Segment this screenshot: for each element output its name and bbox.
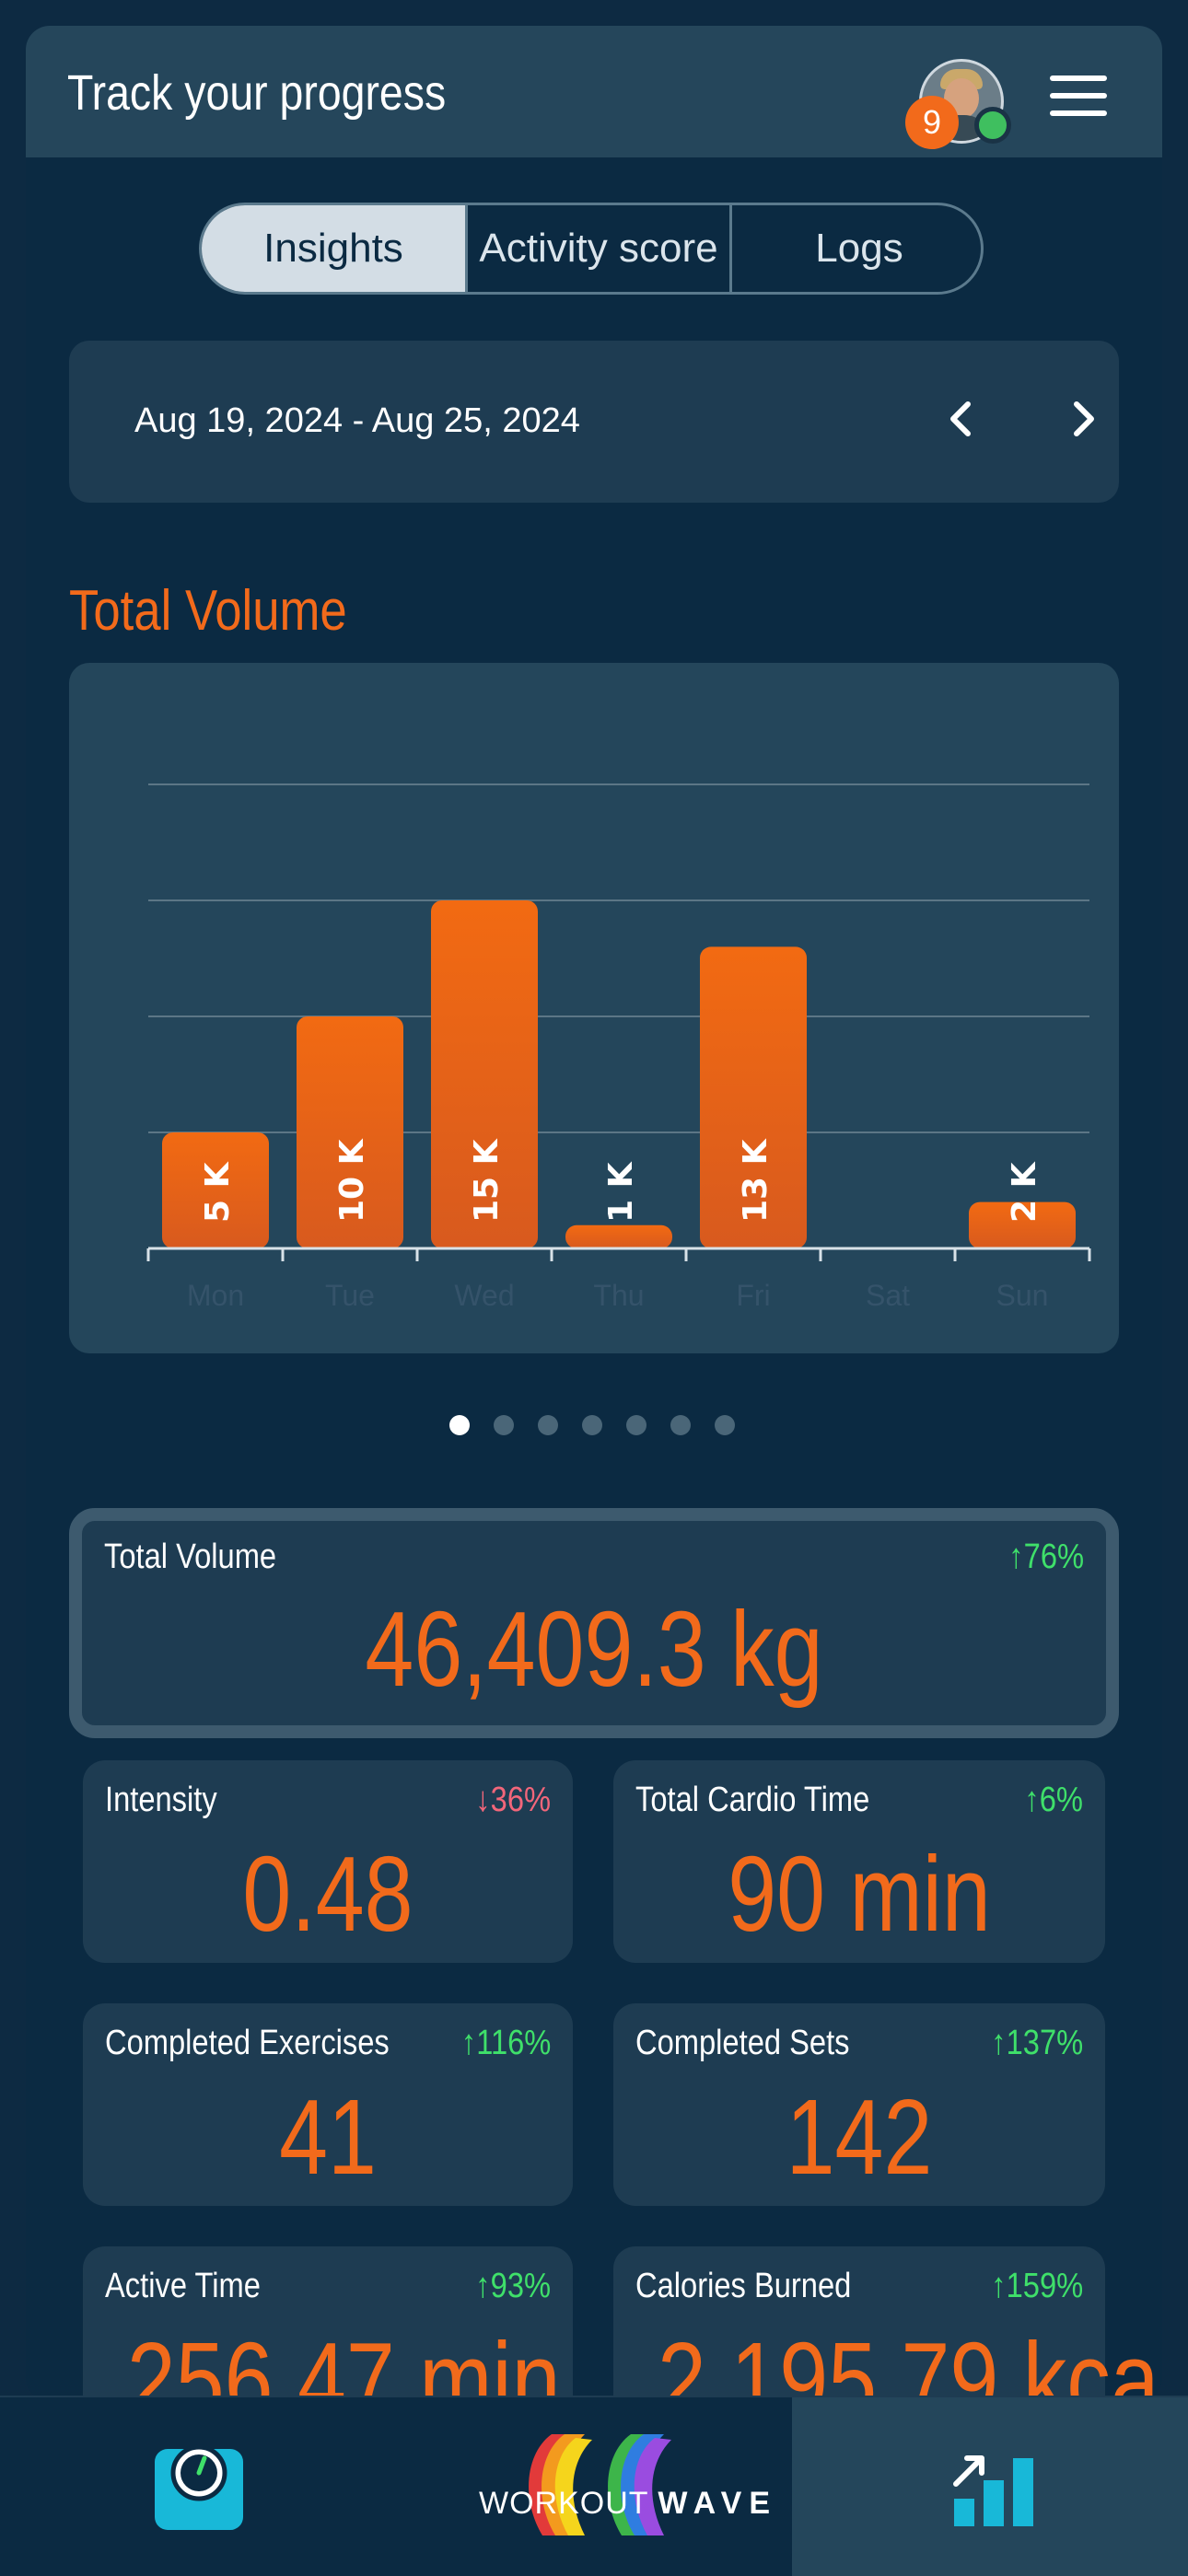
chart-data-label: 2 K: [1006, 1161, 1043, 1223]
stat-label: Intensity: [105, 1781, 217, 1819]
pagination-dot[interactable]: [626, 1415, 646, 1435]
scale-icon: [155, 2444, 243, 2530]
stat-label: Completed Sets: [635, 2024, 850, 2062]
chart-data-label: 15 K: [468, 1138, 506, 1223]
stat-label: Active Time: [105, 2267, 261, 2305]
stat-change: ↑116%: [460, 2024, 551, 2062]
stat-card-calories-burned: Calories Burned ↑159% 2,195.79 kcal: [613, 2246, 1162, 2401]
section-title-total-volume: Total Volume: [69, 579, 347, 643]
stat-card-total-cardio-time: Total Cardio Time ↑6% 90 min: [613, 1760, 1105, 1963]
total-volume-chart: 5 K 10 K 15 K 1 K 13 K 2 K Mon Tue Wed Thu Fri Sat…: [69, 663, 1119, 1353]
chart-data-label: 5 K: [199, 1161, 237, 1223]
progress-chart-icon: [953, 2455, 1033, 2526]
stat-value: 41: [279, 2077, 377, 2197]
chart-category-label: Tue: [325, 1279, 375, 1312]
brand-wordmark: WORKOUT WAVE: [479, 2486, 777, 2521]
pagination-dot[interactable]: [670, 1415, 691, 1435]
chart-pagination: [449, 1411, 790, 1439]
chart-data-label: 10 K: [333, 1138, 371, 1223]
stat-value: 256.47 min: [126, 2320, 561, 2401]
chart-bar-mon: [162, 1132, 269, 1248]
chart-category-label: Sun: [996, 1279, 1049, 1312]
stat-card-completed-sets: Completed Sets ↑137% 142: [613, 2003, 1105, 2206]
stat-label: Total Volume: [104, 1537, 277, 1576]
previous-week-button[interactable]: [935, 391, 990, 447]
nav-item-progress[interactable]: [792, 2397, 1188, 2576]
pagination-dot[interactable]: [582, 1415, 602, 1435]
pagination-dot[interactable]: [715, 1415, 735, 1435]
pagination-dot[interactable]: [538, 1415, 558, 1435]
stat-change: ↓36%: [475, 1781, 551, 1819]
chart-category-label: Mon: [187, 1279, 244, 1312]
app-frame: Track your progress 9 Insights Activity …: [26, 26, 1162, 2401]
stat-card-intensity: Intensity ↓36% 0.48: [83, 1760, 573, 1963]
stat-change: ↑137%: [991, 2024, 1083, 2062]
stat-card-active-time: Active Time ↑93% 256.47 min: [83, 2246, 573, 2401]
chart-category-label: Thu: [593, 1279, 644, 1312]
chart-data-label: 13 K: [737, 1138, 775, 1223]
chart-category-label: Sat: [866, 1279, 910, 1312]
stat-value: 142: [786, 2077, 933, 2197]
stat-change: ↑159%: [991, 2267, 1083, 2305]
app-header: Track your progress 9: [26, 26, 1162, 157]
chart-bar-thu: [565, 1224, 672, 1248]
view-tabs: Insights Activity score Logs: [199, 203, 984, 295]
bar-chart: 5 K 10 K 15 K 1 K 13 K 2 K Mon Tue Wed Thu Fri Sat…: [146, 783, 1091, 1312]
nav-item-weigh-in[interactable]: [0, 2397, 396, 2576]
chart-bar-wed: [431, 900, 538, 1248]
stat-change: ↑6%: [1024, 1781, 1083, 1819]
hamburger-menu-icon[interactable]: [1050, 75, 1107, 116]
stat-card-total-volume: Total Volume ↑76% 46,409.3 kg: [69, 1508, 1119, 1738]
chart-bar-tue: [297, 1016, 403, 1248]
chart-bar-sun: [969, 1201, 1076, 1248]
stat-change: ↑93%: [475, 2267, 551, 2305]
tab-logs[interactable]: Logs: [729, 205, 981, 292]
stat-value: 90 min: [728, 1834, 991, 1954]
chart-data-label: 1 K: [602, 1161, 640, 1223]
stat-label: Calories Burned: [635, 2267, 852, 2305]
stat-value: 46,409.3 kg: [365, 1589, 823, 1709]
online-status-dot: [974, 107, 1011, 144]
chart-bar-fri: [700, 946, 807, 1248]
workout-wave-logo: [529, 2434, 671, 2535]
stat-value: 0.48: [242, 1834, 413, 1954]
chart-category-label: Wed: [454, 1279, 514, 1312]
date-range-selector: Aug 19, 2024 - Aug 25, 2024: [69, 341, 1119, 503]
stat-value: 2,195.79 kcal: [658, 2320, 1162, 2401]
notification-badge[interactable]: 9: [905, 96, 959, 149]
stat-change: ↑76%: [1008, 1537, 1084, 1576]
stat-label: Completed Exercises: [105, 2024, 390, 2062]
date-range-label: Aug 19, 2024 - Aug 25, 2024: [134, 401, 580, 440]
chevron-left-icon: [950, 401, 971, 436]
tab-activity-score[interactable]: Activity score: [465, 205, 729, 292]
pagination-dot[interactable]: [494, 1415, 514, 1435]
pagination-dot[interactable]: [449, 1415, 470, 1435]
chevron-right-icon: [1074, 401, 1094, 436]
bottom-navigation: [0, 2396, 1188, 2576]
tab-insights[interactable]: Insights: [202, 205, 465, 292]
stat-label: Total Cardio Time: [635, 1781, 870, 1819]
nav-item-home-logo[interactable]: [396, 2397, 792, 2576]
chart-category-label: Fri: [736, 1279, 770, 1312]
page-title: Track your progress: [67, 65, 447, 121]
stat-card-completed-exercises: Completed Exercises ↑116% 41: [83, 2003, 573, 2206]
next-week-button[interactable]: [1054, 391, 1110, 447]
